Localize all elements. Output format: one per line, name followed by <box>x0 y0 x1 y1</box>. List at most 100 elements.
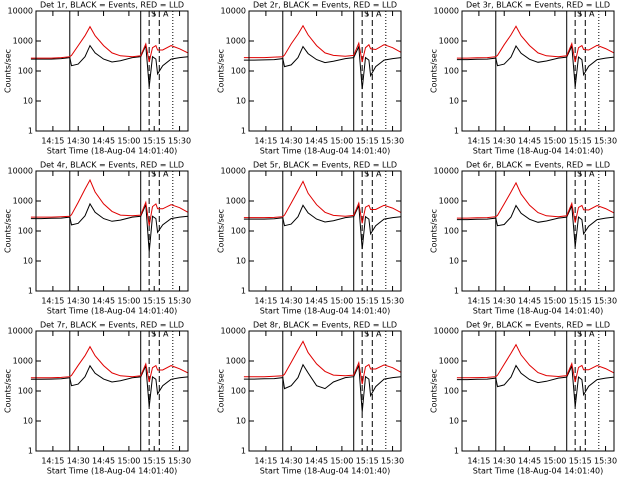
x-tick-label: 15:15 <box>143 137 166 146</box>
y-tick-label: 10000 <box>221 7 246 16</box>
series-line <box>30 43 189 87</box>
y-tick-label: 10000 <box>434 327 459 336</box>
flag-label: A <box>376 330 382 339</box>
chart-title: Det 6r, BLACK = Events, RED = LLD <box>466 161 610 170</box>
y-tick-label: 100 <box>444 67 459 76</box>
x-tick-label: 14:15 <box>467 137 490 146</box>
y-tick-label: 1 <box>454 447 459 456</box>
y-tick-label: 10 <box>23 417 33 426</box>
x-tick-label: 15:15 <box>143 297 166 306</box>
flag-label: A <box>376 10 382 19</box>
x-tick-label: 15:30 <box>381 137 404 146</box>
x-tick-label: 14:45 <box>518 297 541 306</box>
y-tick-label: 100 <box>231 67 246 76</box>
y-axis-label: Counts/sec <box>430 209 439 253</box>
series-line <box>30 202 189 253</box>
flag-label: A <box>163 330 169 339</box>
plot-frame <box>35 10 189 132</box>
y-tick-label: 1000 <box>439 197 459 206</box>
x-tick-label: 14:45 <box>518 137 541 146</box>
y-tick-label: 10000 <box>8 7 33 16</box>
x-tick-label: 14:15 <box>254 457 277 466</box>
y-tick-label: 1 <box>241 287 246 296</box>
y-tick-label: 10000 <box>8 327 33 336</box>
x-axis-label: Start Time (18-Aug-04 14:01:40) <box>47 307 178 316</box>
x-tick-label: 15:30 <box>168 457 191 466</box>
series-line <box>30 363 189 407</box>
y-tick-label: 1000 <box>226 37 246 46</box>
x-tick-label: 15:00 <box>117 457 140 466</box>
y-tick-label: 10 <box>449 97 459 106</box>
panel: Det 8r, BLACK = Events, RED = LLD Start T… <box>217 321 405 476</box>
x-tick-label: 15:15 <box>356 137 379 146</box>
x-tick-label: 15:15 <box>569 457 592 466</box>
y-tick-label: 100 <box>444 387 459 396</box>
y-tick-label: 10 <box>23 257 33 266</box>
plot-frame <box>35 330 189 452</box>
flag-label: A <box>589 330 595 339</box>
chart-title: Det 2r, BLACK = Events, RED = LLD <box>253 1 397 10</box>
y-axis-label: Counts/sec <box>430 49 439 93</box>
x-tick-label: 14:30 <box>280 457 303 466</box>
y-tick-label: 10000 <box>221 167 246 176</box>
y-tick-label: 10 <box>236 257 246 266</box>
x-tick-label: 15:15 <box>356 297 379 306</box>
x-tick-label: 15:00 <box>543 457 566 466</box>
y-tick-label: 1000 <box>439 37 459 46</box>
flag-label: S <box>577 10 582 19</box>
series-line <box>456 343 615 383</box>
flag-label: S <box>577 330 582 339</box>
plot-frame <box>461 10 615 132</box>
x-axis-label: Start Time (18-Aug-04 14:01:40) <box>47 467 178 476</box>
x-tick-label: 14:15 <box>254 297 277 306</box>
x-tick-label: 15:00 <box>543 297 566 306</box>
chart-title: Det 3r, BLACK = Events, RED = LLD <box>466 1 610 10</box>
x-tick-label: 15:15 <box>143 457 166 466</box>
y-tick-label: 1 <box>28 127 33 136</box>
series-line <box>243 363 402 413</box>
y-tick-label: 10000 <box>221 327 246 336</box>
series-line <box>243 180 402 224</box>
y-tick-label: 1000 <box>13 37 33 46</box>
x-tick-label: 15:30 <box>594 297 617 306</box>
flag-label: A <box>163 10 169 19</box>
panel: Det 4r, BLACK = Events, RED = LLD Start T… <box>4 161 192 316</box>
series-line <box>456 203 615 247</box>
y-axis-label: Counts/sec <box>4 369 13 413</box>
flag-label: S <box>151 10 156 19</box>
chart-title: Det 7r, BLACK = Events, RED = LLD <box>40 321 184 330</box>
x-axis-label: Start Time (18-Aug-04 14:01:40) <box>260 147 391 156</box>
x-tick-label: 14:30 <box>67 297 90 306</box>
y-axis-label: Counts/sec <box>430 369 439 413</box>
x-tick-label: 15:00 <box>117 297 140 306</box>
x-tick-label: 15:30 <box>594 457 617 466</box>
y-tick-label: 1 <box>454 127 459 136</box>
y-axis-label: Counts/sec <box>4 49 13 93</box>
plot-frame <box>248 170 402 292</box>
y-tick-label: 1000 <box>226 197 246 206</box>
y-axis-label: Counts/sec <box>217 369 226 413</box>
y-tick-label: 1 <box>241 127 246 136</box>
y-tick-label: 10 <box>449 257 459 266</box>
flag-label: A <box>589 10 595 19</box>
y-axis-label: Counts/sec <box>4 209 13 253</box>
chart-title: Det 1r, BLACK = Events, RED = LLD <box>40 1 184 10</box>
x-tick-label: 15:30 <box>168 137 191 146</box>
x-axis-label: Start Time (18-Aug-04 14:01:40) <box>260 307 391 316</box>
chart-title: Det 5r, BLACK = Events, RED = LLD <box>253 161 397 170</box>
y-axis-label: Counts/sec <box>217 209 226 253</box>
series-line <box>30 345 189 383</box>
panel: Det 3r, BLACK = Events, RED = LLD Start T… <box>430 1 618 156</box>
flag-label: S <box>364 170 369 179</box>
x-tick-label: 15:00 <box>117 137 140 146</box>
flag-label: S <box>151 170 156 179</box>
x-tick-label: 14:15 <box>467 297 490 306</box>
x-tick-label: 15:30 <box>381 297 404 306</box>
y-tick-label: 10000 <box>434 167 459 176</box>
flag-label: A <box>376 170 382 179</box>
x-axis-label: Start Time (18-Aug-04 14:01:40) <box>473 467 604 476</box>
y-tick-label: 10 <box>236 97 246 106</box>
panel: Det 2r, BLACK = Events, RED = LLD Start T… <box>217 1 405 156</box>
x-tick-label: 15:00 <box>330 297 353 306</box>
